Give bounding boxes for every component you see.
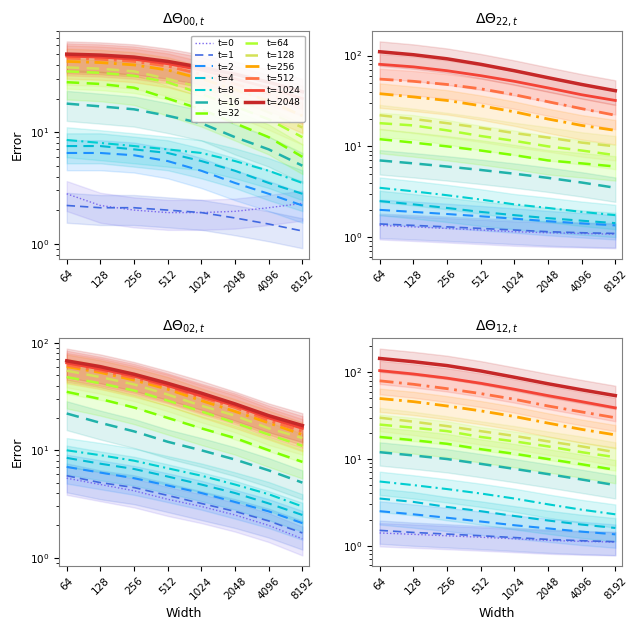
Title: $\Delta\Theta_{12,t}$: $\Delta\Theta_{12,t}$ — [475, 318, 519, 335]
X-axis label: Width: Width — [479, 607, 515, 620]
X-axis label: Width: Width — [166, 607, 202, 620]
Legend: t=0, t=1, t=2, t=4, t=8, t=16, t=32, t=64, t=128, t=256, t=512, t=1024, t=2048: t=0, t=1, t=2, t=4, t=8, t=16, t=32, t=6… — [191, 35, 305, 122]
Title: $\Delta\Theta_{22,t}$: $\Delta\Theta_{22,t}$ — [475, 11, 519, 28]
Title: $\Delta\Theta_{00,t}$: $\Delta\Theta_{00,t}$ — [162, 11, 206, 28]
Title: $\Delta\Theta_{02,t}$: $\Delta\Theta_{02,t}$ — [162, 318, 206, 335]
Y-axis label: Error: Error — [11, 129, 24, 160]
Y-axis label: Error: Error — [11, 437, 24, 467]
